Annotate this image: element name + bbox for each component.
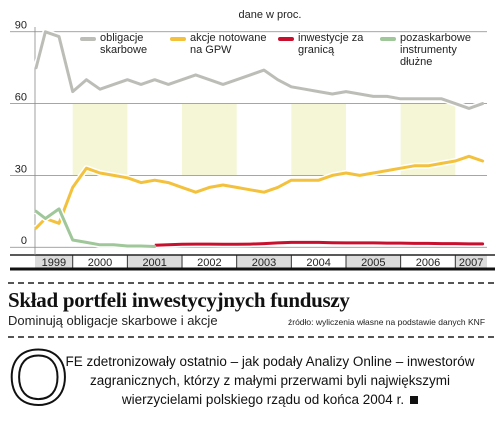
legend-item: pozaskarbowe instrumenty dłużne	[380, 32, 480, 68]
axis-band	[127, 255, 183, 269]
legend-label: obligacje skarbowe	[100, 32, 148, 56]
legend-swatch	[278, 37, 294, 41]
y-tick-label: 30	[15, 163, 27, 175]
axis-band	[35, 255, 73, 269]
axis-band	[455, 255, 487, 269]
year-band	[291, 103, 346, 176]
series-line	[139, 240, 485, 248]
y-tick-label: 90	[15, 20, 27, 32]
separator	[8, 336, 494, 338]
x-tick-label: 2002	[197, 257, 221, 269]
x-tick-label: 2003	[252, 257, 276, 269]
article-text: FE zdetronizowały ostatnio – jak podały …	[60, 352, 480, 409]
x-tick-label: 2001	[142, 257, 166, 269]
axis-band	[291, 255, 346, 269]
drop-cap: O	[7, 333, 70, 421]
axis-band	[345, 255, 401, 269]
x-tick-label: 2004	[306, 257, 330, 269]
axis-band	[400, 255, 456, 269]
legend-item: inwestycje za granicą	[278, 32, 370, 56]
series-line	[34, 207, 157, 248]
legend-swatch	[380, 37, 396, 41]
series-line	[34, 30, 485, 110]
title: Skład portfeli inwestycyjnych funduszy	[8, 288, 350, 312]
year-band	[182, 103, 237, 176]
end-mark	[410, 396, 419, 404]
x-tick-label: 2007	[459, 257, 483, 269]
article-body: FE zdetronizowały ostatnio – jak podały …	[65, 354, 475, 407]
axis-band	[236, 255, 292, 269]
x-tick-label: 2005	[361, 257, 385, 269]
axis-band	[72, 255, 128, 269]
chart: dane w proc. 1999 2000 2001 2002 2003 2004 200…	[10, 9, 495, 271]
year-band	[72, 103, 128, 176]
x-tick-label: 2000	[88, 257, 112, 269]
legend-item: obligacje skarbowe	[80, 32, 170, 56]
subtitle: Dominują obligacje skarbowe i akcje	[8, 313, 218, 328]
legend-swatch	[170, 37, 186, 41]
legend-item: akcje notowane na GPW	[170, 32, 270, 56]
series-line	[34, 154, 485, 230]
y-tick-label: 60	[15, 92, 27, 104]
x-tick-label: 2006	[416, 257, 440, 269]
legend-label: pozaskarbowe instrumenty dłużne	[400, 32, 471, 68]
legend-swatch	[80, 37, 96, 41]
legend-label: inwestycje za granicą	[298, 32, 364, 56]
axis-band	[182, 255, 237, 269]
source: źródło: wyliczenia własne na podstawie d…	[288, 317, 486, 327]
separator	[8, 282, 494, 284]
unit-label: dane w proc.	[239, 9, 302, 21]
x-tick-label: 1999	[42, 257, 66, 269]
y-tick-label: 0	[21, 235, 27, 247]
legend-label: akcje notowane na GPW	[190, 32, 267, 56]
